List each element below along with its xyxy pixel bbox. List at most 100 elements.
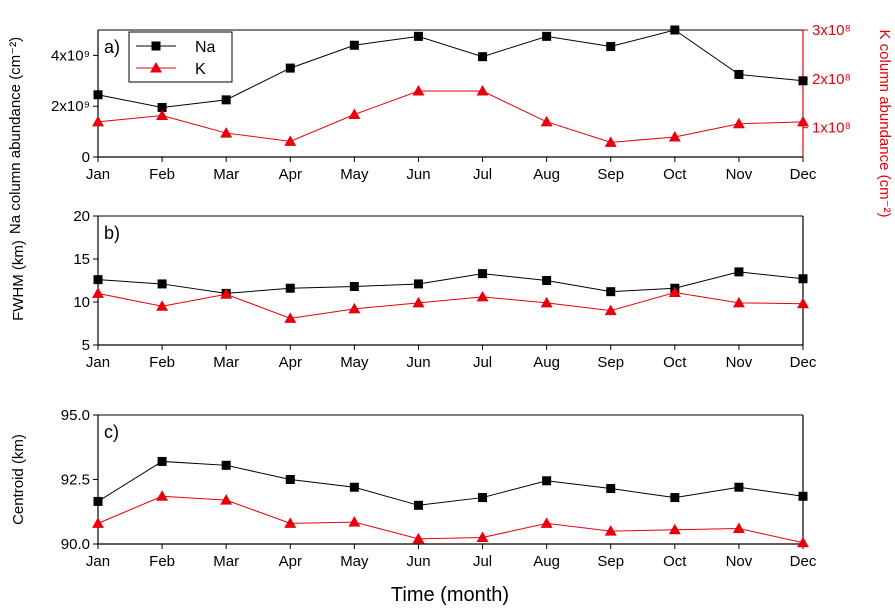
x-tick-label: Dec <box>790 166 817 183</box>
legend-marker <box>151 41 161 51</box>
data-point-na <box>413 279 423 289</box>
data-point-na <box>285 475 295 484</box>
data-point-na <box>542 276 552 285</box>
x-tick-label: May <box>340 166 369 183</box>
data-point-na <box>413 500 423 510</box>
data-point-k <box>797 297 809 309</box>
x-tick-label: Oct <box>663 166 687 183</box>
x-axis-label: Time (month) <box>391 584 509 606</box>
data-point-na <box>285 63 295 73</box>
x-tick-label: Mar <box>213 354 239 371</box>
series-line-k <box>97 292 804 319</box>
data-point-k <box>604 525 617 536</box>
data-point-na <box>670 493 680 503</box>
data-point-k <box>476 85 489 96</box>
x-tick-label: Jan <box>86 553 110 570</box>
data-point-k <box>540 296 553 308</box>
x-tick-label: Feb <box>149 166 175 183</box>
data-point-k <box>476 531 489 543</box>
panel-3: Jan Feb Mar Apr May Jun Jul Aug Sep Oct Nov Dec 90.0… <box>10 407 817 606</box>
data-point-k <box>92 115 104 127</box>
data-point-na <box>157 279 167 289</box>
data-point-na <box>798 76 808 86</box>
data-point-na <box>670 25 680 35</box>
x-tick-label: Jun <box>406 354 430 371</box>
data-point-na <box>478 269 488 279</box>
y-tick-label: 92.5 <box>61 472 90 489</box>
y-tick-label-right: 3x10⁸ <box>812 22 851 39</box>
data-point-k <box>604 304 617 316</box>
legend-label: K <box>195 61 206 78</box>
y-tick-label: 5 <box>82 337 90 354</box>
data-point-na <box>413 31 423 41</box>
x-tick-label: Nov <box>726 354 753 371</box>
data-point-na <box>478 52 488 62</box>
x-tick-label: Jan <box>86 354 110 371</box>
x-tick-label: Apr <box>279 354 302 371</box>
y-tick-label-right: 2x10⁸ <box>812 71 851 88</box>
data-point-k <box>732 522 745 534</box>
y-axis-label-right: K column abundance (cm⁻²) <box>876 30 893 218</box>
series-line-k <box>97 495 804 544</box>
legend-box <box>128 31 233 83</box>
x-tick-label: Nov <box>726 553 753 570</box>
x-tick-label: Sep <box>597 166 624 183</box>
y-axis-label: Centroid (km) <box>10 434 27 525</box>
y-tick-label: 0 <box>82 149 90 166</box>
data-point-na <box>157 102 167 112</box>
series-line-na <box>97 271 804 294</box>
x-tick-label: Mar <box>213 166 239 183</box>
data-point-k <box>668 523 681 535</box>
data-point-k <box>668 130 681 142</box>
legend: Na K <box>128 31 233 83</box>
data-point-k <box>732 117 745 129</box>
y-axis-label: FWHM (km) <box>10 240 27 321</box>
data-point-na <box>221 95 231 105</box>
x-tick-label: Sep <box>597 354 624 371</box>
series-line-na <box>97 29 804 108</box>
x-tick-label: Aug <box>533 166 560 183</box>
data-point-k <box>156 490 169 501</box>
x-tick-label: Dec <box>790 354 817 371</box>
y-tick-label: 4x10⁹ <box>51 47 90 64</box>
x-tick-label: Oct <box>663 354 687 371</box>
panel-label: b) <box>104 223 120 243</box>
x-tick-label: Sep <box>597 553 624 570</box>
y-tick-label-right: 1x10⁸ <box>812 120 851 137</box>
data-point-na <box>349 482 359 492</box>
y-tick-label: 15 <box>73 251 90 268</box>
data-point-k <box>220 288 233 299</box>
data-point-k <box>156 300 169 311</box>
series-line-k <box>97 90 804 143</box>
data-point-na <box>157 456 167 466</box>
data-point-na <box>734 69 744 79</box>
data-point-k <box>348 108 361 120</box>
data-point-na <box>606 484 616 494</box>
y-tick-label: 20 <box>73 208 90 225</box>
x-tick-label: Jul <box>473 166 492 183</box>
x-tick-label: Aug <box>533 354 560 371</box>
data-point-na <box>606 287 616 297</box>
x-tick-label: Mar <box>213 553 239 570</box>
data-point-k <box>348 302 361 314</box>
data-point-na <box>221 460 231 470</box>
data-point-na <box>349 282 359 292</box>
data-point-k <box>797 115 809 127</box>
data-point-na <box>542 31 552 41</box>
x-tick-label: Apr <box>279 553 302 570</box>
data-point-k <box>284 135 297 146</box>
data-point-na <box>285 283 295 293</box>
data-point-na <box>93 90 103 100</box>
panel-label: c) <box>104 422 119 442</box>
data-point-k <box>92 517 104 528</box>
x-tick-label: Jun <box>406 166 430 183</box>
x-tick-label: Jul <box>473 354 492 371</box>
data-point-k <box>220 494 233 505</box>
data-point-k <box>412 532 425 544</box>
x-tick-label: Dec <box>790 553 817 570</box>
x-tick-label: Jul <box>473 553 492 570</box>
x-tick-label: Apr <box>279 166 302 183</box>
data-point-na <box>798 491 808 501</box>
data-point-k <box>220 127 233 138</box>
panel-2: Jan Feb Mar Apr May Jun Jul Aug Sep Oct Nov Dec 5 10 1… <box>10 208 817 371</box>
